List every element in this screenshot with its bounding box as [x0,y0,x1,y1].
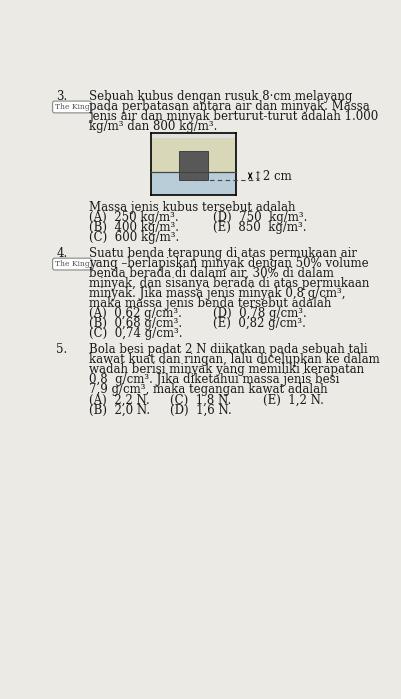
Text: (E)  850  kg/m³.: (E) 850 kg/m³. [213,221,306,234]
Text: Sebuah kubus dengan rusuk 8·cm melayang: Sebuah kubus dengan rusuk 8·cm melayang [89,90,352,103]
Text: (D)  0,78 g/cm³.: (D) 0,78 g/cm³. [213,307,306,320]
Text: pada perbatasan antara air dan minyak. Massa: pada perbatasan antara air dan minyak. M… [89,100,369,113]
Text: The King: The King [55,260,89,268]
Text: (B)  2,0 N.: (B) 2,0 N. [89,403,150,417]
Text: kawat kuat dan ringan, lalu dicelupkan ke dalam: kawat kuat dan ringan, lalu dicelupkan k… [89,354,379,366]
Text: jenis air dan minyak berturut-turut adalah 1.000: jenis air dan minyak berturut-turut adal… [89,110,377,123]
Text: kg/m³ dan 800 kg/m³.: kg/m³ dan 800 kg/m³. [89,120,217,133]
Text: (D)  1,6 N.: (D) 1,6 N. [170,403,231,417]
Text: (B)  0,68 g/cm³.: (B) 0,68 g/cm³. [89,317,182,330]
Bar [151,134,236,195]
Text: Bola besi padat 2 N diikatkan pada sebuah tali: Bola besi padat 2 N diikatkan pada sebua… [89,343,367,356]
Text: 3.: 3. [56,90,67,103]
Text: (C)  1,8 N.: (C) 1,8 N. [170,394,231,406]
Text: (D)  750  kg/m³.: (D) 750 kg/m³. [213,211,307,224]
Text: maka massa jenis benda tersebut adalah: maka massa jenis benda tersebut adalah [89,297,330,310]
Text: 0,8  g/cm³. Jika diketahui massa jenis besi: 0,8 g/cm³. Jika diketahui massa jenis be… [89,373,338,387]
Text: 5.: 5. [56,343,67,356]
Text: Massa jenis kubus tersebut adalah: Massa jenis kubus tersebut adalah [89,201,295,214]
Text: benda berada di dalam air, 30% di dalam: benda berada di dalam air, 30% di dalam [89,267,333,280]
Text: (C)  600 kg/m³.: (C) 600 kg/m³. [89,231,179,244]
Text: ↕2 cm: ↕2 cm [253,169,291,182]
Text: (A)  250 kg/m³.: (A) 250 kg/m³. [89,211,178,224]
Text: wadah berisi minyak yang mēmiliki kerapatan: wadah berisi minyak yang mēmiliki kerapa… [89,363,363,376]
Bar [178,151,208,180]
Text: (A)  0,62 g/cm³.: (A) 0,62 g/cm³. [89,307,181,320]
Text: (E)  0,82 g/cm³.: (E) 0,82 g/cm³. [213,317,305,330]
Text: 4.: 4. [56,247,67,260]
Text: (C)  0,74 g/cm³.: (C) 0,74 g/cm³. [89,327,182,340]
Bar [151,138,236,172]
Text: (B)  400 kg/m³.: (B) 400 kg/m³. [89,221,178,234]
Text: minyak. Jika massa jenis minyak 0,8 g/cm³,: minyak. Jika massa jenis minyak 0,8 g/cm… [89,287,344,300]
Text: yang –berlapiskan minyak dengan 50% volume: yang –berlapiskan minyak dengan 50% volu… [89,257,368,270]
Bar [151,172,236,195]
Text: (E)  1,2 N.: (E) 1,2 N. [263,394,324,406]
Text: 7,9 g/cm³, maka tegangan kawat adalah: 7,9 g/cm³, maka tegangan kawat adalah [89,384,327,396]
Text: The King: The King [55,103,89,111]
Text: (A)  2,2 N.: (A) 2,2 N. [89,394,150,406]
Text: Suatu benda terapung di atas permukaan air: Suatu benda terapung di atas permukaan a… [89,247,356,260]
Text: minyak, dan sisanya berada di atas permukaan: minyak, dan sisanya berada di atas permu… [89,277,369,290]
